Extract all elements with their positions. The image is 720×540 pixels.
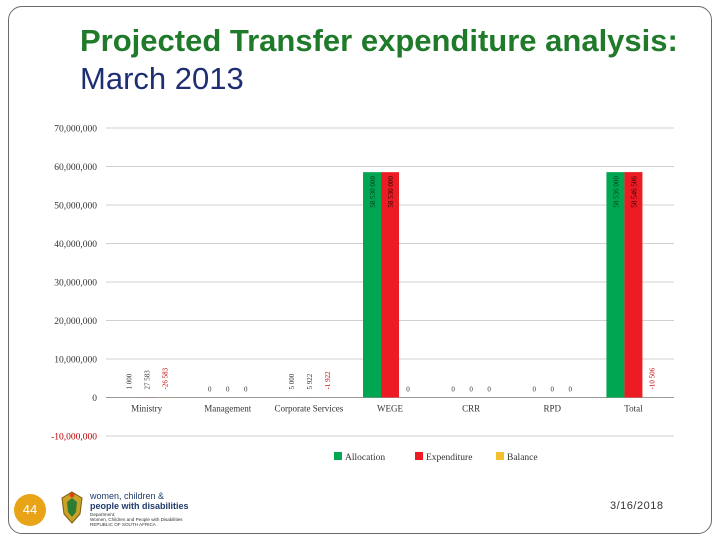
y-tick-label: 70,000,000 bbox=[54, 125, 97, 135]
data-label: -10 506 bbox=[648, 367, 656, 389]
data-label: 1 000 bbox=[126, 373, 134, 389]
bar-expenditure bbox=[381, 172, 399, 398]
legend-swatch-expenditure bbox=[415, 452, 423, 460]
y-axis-ticks: 70,000,000 60,000,000 50,000,000 40,000,000… bbox=[51, 125, 97, 443]
y-tick-label: 60,000,000 bbox=[54, 163, 97, 173]
data-label: -26 583 bbox=[162, 367, 170, 389]
legend-swatch-allocation bbox=[334, 452, 342, 460]
y-tick-label: 30,000,000 bbox=[54, 279, 97, 289]
title-bold: Projected Transfer expenditure analysis: bbox=[80, 23, 678, 58]
data-label: 0 bbox=[533, 386, 537, 394]
bar-allocation bbox=[363, 172, 381, 398]
x-tick-label: Ministry bbox=[131, 404, 163, 414]
bar-expenditure bbox=[624, 172, 643, 398]
data-label: 5 000 bbox=[288, 373, 296, 389]
x-tick-label: Total bbox=[624, 404, 643, 414]
y-tick-label: 10,000,000 bbox=[54, 356, 97, 366]
title-rest: March 2013 bbox=[80, 61, 244, 96]
y-tick-label: 20,000,000 bbox=[54, 317, 97, 327]
slide-frame bbox=[8, 6, 712, 534]
y-tick-label: -10,000,000 bbox=[51, 433, 97, 443]
logo-line-3: Department: bbox=[90, 512, 116, 517]
department-logo: women, children & people with disabiliti… bbox=[58, 490, 198, 528]
legend-label-allocation: Allocation bbox=[345, 453, 385, 463]
data-label: 0 bbox=[406, 386, 410, 394]
y-tick-label: 50,000,000 bbox=[54, 202, 97, 212]
page-number: 44 bbox=[14, 494, 46, 526]
slide-date: 3/16/2018 bbox=[610, 500, 664, 512]
legend-label-expenditure: Expenditure bbox=[426, 453, 472, 463]
data-label: 0 bbox=[569, 386, 573, 394]
logo-line-2: people with disabilities bbox=[90, 501, 189, 511]
y-tick-label: 0 bbox=[92, 394, 97, 404]
data-label: 58 546 506 bbox=[630, 176, 638, 208]
coat-of-arms-icon bbox=[61, 491, 83, 524]
data-label: 5 922 bbox=[306, 373, 314, 389]
data-label: 58 530 000 bbox=[387, 176, 395, 208]
logo-line-5: REPUBLIC OF SOUTH AFRICA bbox=[90, 522, 156, 527]
data-label: 0 bbox=[244, 386, 248, 394]
data-label: 0 bbox=[226, 386, 230, 394]
data-label: -1 922 bbox=[324, 371, 332, 390]
legend-label-balance: Balance bbox=[507, 453, 538, 463]
y-tick-label: 40,000,000 bbox=[54, 240, 97, 250]
legend-swatch-balance bbox=[496, 452, 504, 460]
data-label: 0 bbox=[551, 386, 555, 394]
x-tick-label: RPD bbox=[544, 404, 562, 414]
data-label: 58 536 000 bbox=[612, 176, 620, 208]
logo-subtext: Department: Women, Children and People w… bbox=[90, 512, 183, 527]
bar-allocation bbox=[606, 172, 625, 398]
x-tick-label: WEGE bbox=[377, 404, 403, 414]
logo-text: women, children & people with disabiliti… bbox=[90, 491, 189, 511]
data-label: 0 bbox=[208, 386, 212, 394]
data-label: 27 583 bbox=[144, 370, 152, 390]
x-tick-label: Management bbox=[204, 404, 251, 414]
data-label: 58 530 000 bbox=[369, 176, 377, 208]
x-axis-ticks: Ministry Management Corporate Services WEGE… bbox=[131, 404, 643, 414]
data-label: 0 bbox=[451, 386, 455, 394]
slide-title: Projected Transfer expenditure analysis:… bbox=[80, 22, 720, 98]
chart-legend: Allocation Expenditure Balance bbox=[334, 452, 538, 463]
logo-line-4: Women, Children and People with Disabili… bbox=[90, 517, 183, 522]
data-label: 0 bbox=[469, 386, 473, 394]
logo-line-1: women, children & bbox=[90, 491, 165, 501]
data-label: 0 bbox=[487, 386, 491, 394]
chart-bars bbox=[119, 172, 661, 398]
x-tick-label: Corporate Services bbox=[274, 404, 343, 414]
data-labels: 1 000 27 583 -26 583 0 0 0 5 000 5 922 -1 922 58 … bbox=[126, 176, 657, 394]
x-tick-label: CRR bbox=[462, 404, 480, 414]
